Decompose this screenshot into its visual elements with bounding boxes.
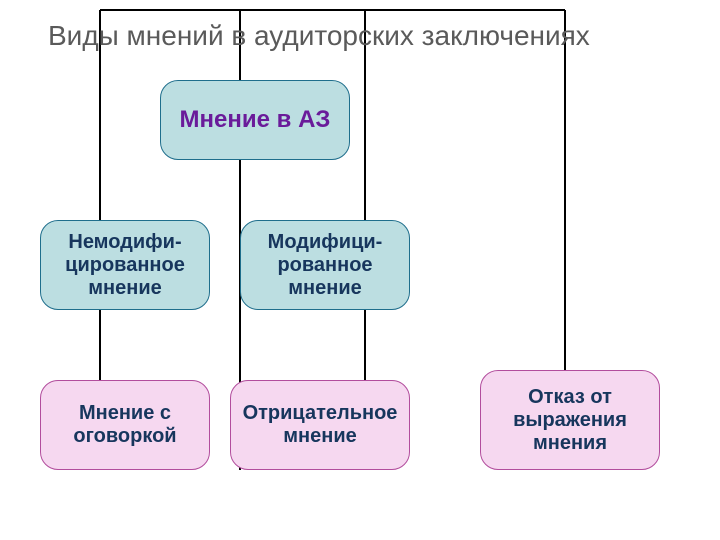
node-modified-opinion: Модифици-рованное мнение	[240, 220, 410, 310]
diagram-stage: Виды мнений в аудиторских заключениях Мн…	[0, 0, 720, 540]
node-unmodified-opinion: Немодифи-цированное мнение	[40, 220, 210, 310]
node-adverse-opinion: Отрицательное мнение	[230, 380, 410, 470]
node-qualified-opinion: Мнение с оговоркой	[40, 380, 210, 470]
diagram-title: Виды мнений в аудиторских заключениях	[48, 20, 590, 52]
node-root-opinion: Мнение в АЗ	[160, 80, 350, 160]
node-disclaimer-opinion: Отказ от выражения мнения	[480, 370, 660, 470]
